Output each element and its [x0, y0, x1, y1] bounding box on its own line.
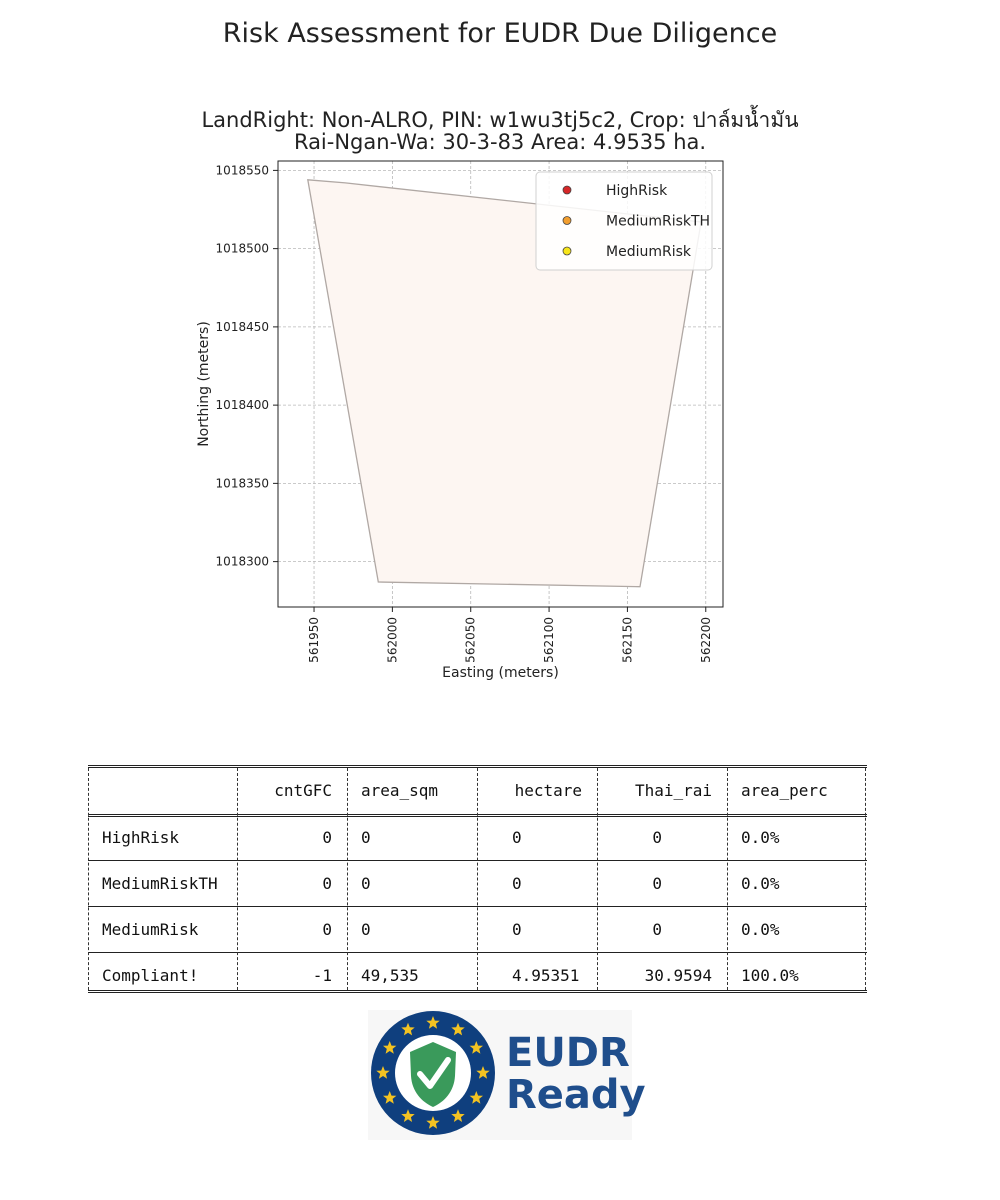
y-tick-label: 1018450 — [216, 320, 269, 334]
table-row: HighRisk 0 0 0 0 0.0% — [88, 815, 867, 861]
y-tick-label: 1018300 — [216, 555, 269, 569]
table-cell: 0.0% — [741, 920, 780, 939]
legend-label: MediumRiskTH — [606, 214, 710, 230]
eu-star-icon — [426, 1016, 440, 1029]
parcel-map-chart: 561950 562000 562050 562100 562150 562200 1018… — [196, 160, 724, 681]
table-cell: 30.9594 — [644, 966, 712, 985]
table-header-cell: hectare — [514, 781, 582, 800]
legend-marker — [562, 216, 572, 225]
eu-star-icon — [476, 1066, 490, 1079]
table-header-cell: Thai_rai — [634, 781, 712, 800]
table-column-divider — [865, 768, 866, 990]
risk-summary-table: cntGFC area_sqm hectare Thai_rai area_perc Hi… — [88, 765, 867, 993]
eu-star-icon — [451, 1022, 465, 1036]
table-column-divider — [347, 768, 348, 990]
eu-star-icon — [376, 1066, 390, 1079]
table-row: MediumRiskTH 0 0 0 0 0.0% — [88, 861, 867, 907]
y-tick-label: 1018500 — [216, 242, 269, 256]
figure-suptitle: Risk Assessment for EUDR Due Diligence — [222, 18, 778, 49]
eu-star-icon — [383, 1041, 397, 1054]
table-cell: 0 — [361, 874, 371, 893]
table-cell: 0 — [512, 828, 522, 847]
table-row: MediumRisk 0 0 0 0 0.0% — [88, 907, 867, 953]
eu-star-icon — [426, 1116, 440, 1129]
table-cell: HighRisk — [102, 828, 180, 847]
eu-star-icon — [383, 1091, 397, 1104]
eu-star-icon — [469, 1041, 483, 1054]
x-tick-label: 561950 — [307, 617, 321, 663]
table-cell: 4.95351 — [512, 966, 580, 985]
table-cell: 0 — [322, 828, 332, 847]
table-cell: 0 — [512, 920, 522, 939]
y-axis-label: Northing (meters) — [196, 321, 212, 447]
x-tick-label: 562000 — [385, 617, 399, 663]
eu-star-icon — [401, 1109, 415, 1122]
eu-star-icon — [401, 1022, 415, 1036]
table-cell: 0.0% — [741, 874, 780, 893]
table-row: Compliant! -1 49,535 4.95351 30.9594 100.0% — [88, 953, 867, 999]
table-header-row: cntGFC area_sqm hectare Thai_rai area_perc — [88, 768, 867, 814]
table-cell: 49,535 — [361, 966, 419, 985]
table-cell: 0 — [652, 874, 662, 893]
table-cell: 0.0% — [741, 828, 780, 847]
table-header-cell — [88, 768, 237, 814]
plot-title-line1: LandRight: Non-ALRO, PIN: w1wu3tj5c2, Cr… — [201, 108, 799, 132]
parcel-polygon — [307, 179, 702, 588]
legend-label: MediumRisk — [606, 244, 692, 260]
table-cell: 100.0% — [741, 966, 799, 985]
x-tick-label: 562150 — [620, 617, 634, 663]
legend-marker — [562, 246, 572, 256]
logo-text-ready: Ready — [506, 1072, 646, 1118]
y-tick-label: 1018400 — [216, 398, 269, 412]
table-cell: 0 — [652, 920, 662, 939]
table-cell: 0 — [361, 920, 371, 939]
table-cell: 0 — [322, 874, 332, 893]
y-tick-label: 1018350 — [216, 476, 269, 490]
eudr-ready-logo: EUDR Ready — [368, 1010, 646, 1140]
plot-frame — [277, 160, 724, 608]
table-column-divider — [727, 768, 728, 990]
logo-text-eudr: EUDR — [506, 1030, 630, 1076]
legend-box — [535, 171, 713, 271]
eu-star-icon — [451, 1109, 465, 1122]
table-cell: MediumRiskTH — [102, 874, 218, 893]
x-tick-label: 562050 — [464, 617, 478, 663]
y-tick-label: 1018550 — [216, 163, 269, 177]
eu-stars-badge-icon — [371, 1011, 495, 1135]
table-column-divider — [597, 768, 598, 990]
table-cell: MediumRisk — [102, 920, 199, 939]
table-cell: Compliant! — [102, 966, 199, 985]
table-header-cell: cntGFC — [274, 781, 332, 800]
table-column-divider — [237, 768, 238, 990]
table-column-divider — [477, 768, 478, 990]
plot-title-line2: Rai-Ngan-Wa: 30-3-83 Area: 4.9535 ha. — [293, 130, 707, 154]
table-header-cell: area_perc — [741, 781, 828, 800]
x-tick-label: 562100 — [542, 617, 556, 663]
table-cell: 0 — [512, 874, 522, 893]
table-cell: 0 — [652, 828, 662, 847]
eu-star-icon — [469, 1091, 483, 1104]
legend-label: HighRisk — [606, 183, 668, 199]
legend-marker — [562, 185, 572, 195]
x-axis-label: Easting (meters) — [442, 665, 559, 681]
x-tick-label: 562200 — [699, 617, 713, 663]
table-cell: 0 — [322, 920, 332, 939]
table-cell: -1 — [312, 966, 332, 985]
table-column-divider — [88, 768, 89, 990]
table-header-cell: area_sqm — [361, 781, 439, 800]
table-cell: 0 — [361, 828, 371, 847]
